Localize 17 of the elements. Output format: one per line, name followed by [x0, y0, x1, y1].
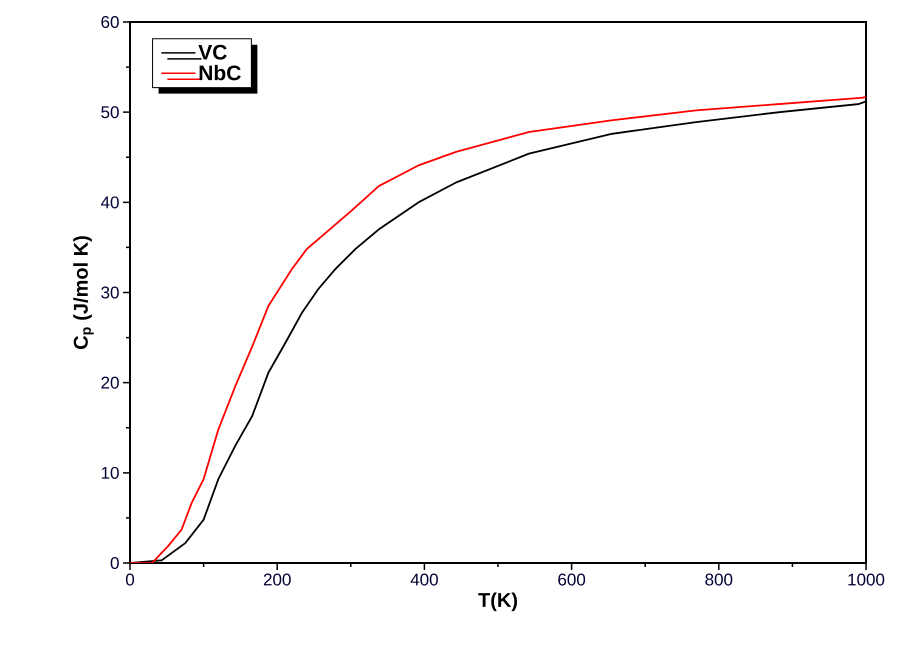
y-tick-label: 30 [101, 286, 119, 299]
legend-label: VC [198, 44, 227, 60]
y-tick-label: 0 [110, 556, 119, 570]
x-tick-label: 1000 [848, 574, 884, 586]
y-axis-title: C$_{p}$ (J/mol K) [73, 236, 94, 349]
x-tick-label: 600 [558, 574, 586, 586]
y-tick-label: 20 [101, 376, 119, 389]
legend-label: NbC [200, 64, 241, 80]
y-tick-label: 50 [101, 106, 119, 118]
x-tick-label: 200 [264, 574, 291, 586]
y-tick-label: 40 [100, 196, 119, 208]
y-tick-label: 10 [102, 466, 119, 479]
x-tick-label: 400 [410, 574, 438, 586]
y-tick-label: 60 [101, 16, 119, 28]
x-tick-label: 0 [126, 574, 134, 586]
x-axis-title: T(K) [478, 592, 517, 612]
x-tick-label: 800 [705, 574, 732, 586]
